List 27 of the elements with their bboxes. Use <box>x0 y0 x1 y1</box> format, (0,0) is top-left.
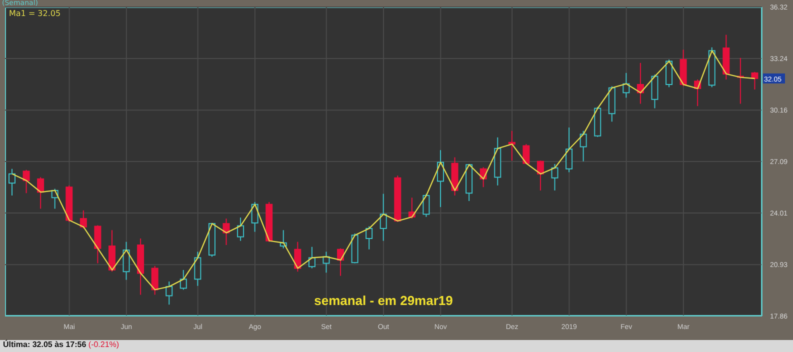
candlestick <box>651 74 658 109</box>
candlestick <box>8 168 16 196</box>
candlestick <box>536 160 544 191</box>
candlestick <box>108 230 116 272</box>
candlestick <box>122 241 130 280</box>
text: semanal - em 29mar19 <box>313 293 454 308</box>
candlestick <box>180 269 187 290</box>
candlestick <box>294 241 302 272</box>
text: Última: 32.05 às 17:56 <box>3 340 88 349</box>
candlestick <box>380 193 387 242</box>
text: Ma1 = 32.05 <box>9 9 61 18</box>
candlestick <box>237 217 244 242</box>
text: (-0.21%) <box>88 340 120 349</box>
candlestick <box>166 281 173 306</box>
candlestick <box>194 251 202 286</box>
candlestick <box>22 169 30 194</box>
candlestick <box>580 130 587 162</box>
candlestick <box>551 164 558 191</box>
candlestick <box>566 127 573 173</box>
candlestick <box>666 59 673 88</box>
candlestick <box>151 265 158 296</box>
candlestick <box>94 224 102 264</box>
candlestick <box>37 176 44 210</box>
candlestick <box>366 226 373 250</box>
candlestick <box>751 71 758 90</box>
candlestick <box>80 210 87 229</box>
candlestick <box>422 193 430 218</box>
